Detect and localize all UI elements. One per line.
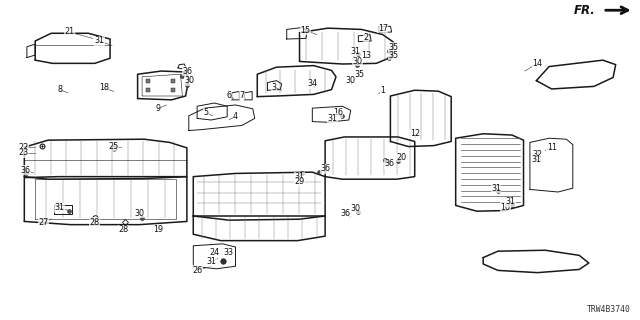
Text: 28: 28 (118, 225, 129, 234)
Text: 9: 9 (156, 104, 161, 113)
Text: 30: 30 (350, 204, 360, 213)
Text: 1: 1 (380, 86, 385, 95)
Text: 17: 17 (378, 24, 388, 33)
Text: 31: 31 (506, 197, 516, 206)
Text: 28: 28 (90, 218, 100, 227)
Text: 25: 25 (109, 142, 119, 151)
Text: 31: 31 (54, 204, 65, 212)
Text: 36: 36 (320, 164, 330, 173)
Text: FR.: FR. (573, 4, 595, 17)
Text: 8: 8 (57, 85, 62, 94)
Text: 31: 31 (94, 36, 104, 45)
Text: 34: 34 (307, 79, 317, 88)
Text: 31: 31 (491, 184, 501, 193)
Text: 16: 16 (333, 108, 343, 117)
Text: 31: 31 (328, 114, 338, 123)
Text: 27: 27 (38, 218, 49, 227)
Text: 4: 4 (233, 112, 238, 121)
Text: 31: 31 (531, 156, 541, 164)
Text: 30: 30 (346, 76, 356, 85)
Text: 35: 35 (388, 43, 399, 52)
Text: 3: 3 (271, 83, 276, 92)
Text: 7: 7 (239, 91, 244, 100)
Text: 2: 2 (364, 33, 369, 42)
Text: 15: 15 (300, 26, 310, 35)
Text: 13: 13 (361, 51, 371, 60)
Text: 5: 5 (204, 108, 209, 117)
Text: 36: 36 (384, 159, 394, 168)
Text: 26: 26 (192, 266, 202, 275)
Text: 18: 18 (99, 83, 109, 92)
Text: 29: 29 (294, 177, 305, 186)
Text: 30: 30 (134, 209, 145, 218)
Text: 19: 19 (153, 225, 163, 234)
Text: 31: 31 (206, 257, 216, 266)
Text: 24: 24 (209, 248, 220, 257)
Text: 35: 35 (355, 70, 365, 79)
Text: 36: 36 (182, 67, 193, 76)
Text: 35: 35 (388, 51, 399, 60)
Text: 30: 30 (184, 76, 195, 85)
Text: 36: 36 (20, 166, 31, 175)
Text: 10: 10 (500, 203, 511, 212)
Text: 11: 11 (547, 143, 557, 152)
Text: 31: 31 (294, 172, 305, 181)
Text: 6: 6 (227, 91, 232, 100)
Text: 20: 20 (397, 153, 407, 162)
Text: 30: 30 (352, 57, 362, 66)
Text: 21: 21 (64, 28, 74, 36)
Text: 23: 23 (18, 148, 28, 157)
Text: 14: 14 (532, 59, 543, 68)
Text: 31: 31 (350, 47, 360, 56)
Text: 33: 33 (223, 248, 234, 257)
Text: 32: 32 (532, 150, 543, 159)
Text: 12: 12 (410, 129, 420, 138)
Text: TRW4B3740: TRW4B3740 (586, 305, 630, 314)
Text: 36: 36 (340, 209, 351, 218)
Text: 22: 22 (18, 143, 28, 152)
